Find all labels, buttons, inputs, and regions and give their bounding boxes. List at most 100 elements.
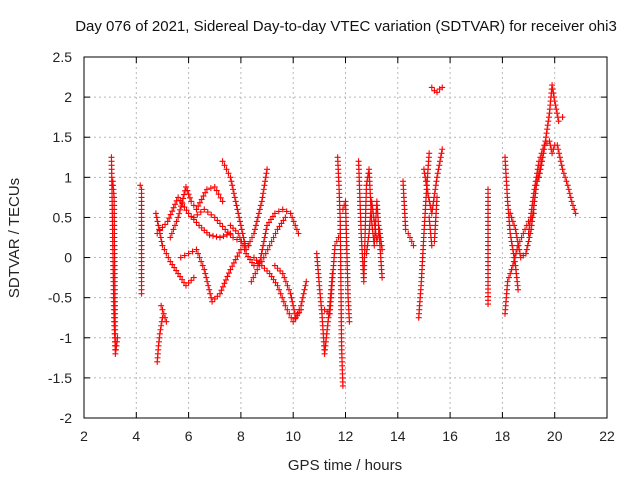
data-point — [509, 218, 516, 225]
x-tick-label: 22 — [599, 428, 615, 444]
data-point — [211, 214, 218, 221]
data-point — [292, 314, 299, 321]
data-point — [407, 234, 414, 241]
data-point — [171, 264, 178, 271]
data-point — [163, 318, 170, 325]
data-point — [434, 170, 441, 177]
data-point — [280, 217, 287, 224]
data-point — [162, 221, 169, 228]
x-axis-ticks: 2 4 6 8 10 12 14 16 18 20 22 — [80, 57, 615, 444]
data-point — [163, 250, 170, 257]
data-point — [206, 232, 213, 239]
plot-frame — [83, 56, 608, 419]
data-point — [155, 222, 162, 229]
data-point — [531, 186, 538, 193]
data-point — [225, 170, 232, 177]
data-point — [283, 208, 290, 215]
data-point — [250, 230, 257, 237]
data-point — [565, 186, 572, 193]
data-point — [379, 246, 386, 253]
y-tick-label: -0.5 — [48, 290, 72, 306]
data-point — [545, 118, 552, 125]
data-point — [167, 211, 174, 218]
data-point — [263, 170, 270, 177]
data-point — [158, 302, 165, 309]
data-point — [288, 294, 295, 301]
data-point — [241, 246, 248, 253]
data-point — [230, 259, 237, 266]
data-point — [271, 262, 278, 269]
data-point — [428, 242, 435, 249]
data-point — [248, 278, 255, 285]
data-point — [258, 198, 265, 205]
data-point — [157, 326, 164, 333]
data-point — [196, 254, 203, 261]
data-point — [270, 234, 277, 241]
data-point — [159, 306, 166, 313]
data-point — [436, 162, 443, 169]
data-point — [261, 182, 268, 189]
data-point — [254, 214, 261, 221]
data-point — [204, 278, 211, 285]
data-point — [274, 282, 281, 289]
data-point — [169, 261, 176, 268]
data-point — [525, 238, 532, 245]
data-point — [422, 178, 429, 185]
data-point — [114, 334, 121, 341]
data-point — [176, 210, 183, 217]
data-point — [203, 186, 210, 193]
data-point — [257, 254, 264, 261]
data-point — [198, 258, 205, 265]
data-point — [203, 274, 210, 281]
y-tick-label: 1.5 — [53, 129, 73, 145]
data-point — [558, 162, 565, 169]
data-point — [168, 230, 175, 237]
data-point — [239, 242, 246, 249]
data-point — [505, 274, 512, 281]
data-point — [152, 210, 159, 217]
data-point — [233, 202, 240, 209]
data-point — [276, 286, 283, 293]
data-point — [215, 191, 222, 198]
data-point — [245, 242, 252, 249]
data-point — [268, 238, 275, 245]
data-point — [536, 170, 543, 177]
data-point — [271, 210, 278, 217]
x-tick-label: 20 — [547, 428, 563, 444]
data-point — [222, 276, 229, 283]
data-point — [225, 270, 232, 277]
data-point — [541, 142, 548, 149]
data-point — [302, 282, 309, 289]
data-point — [520, 230, 527, 237]
data-point — [157, 234, 164, 241]
data-point — [282, 278, 289, 285]
data-point — [209, 298, 216, 305]
data-point — [245, 253, 252, 260]
data-point — [251, 226, 258, 233]
data-point — [264, 166, 271, 173]
data-point — [236, 234, 243, 241]
data-point — [544, 122, 551, 129]
data-point — [213, 187, 220, 194]
data-point — [402, 226, 409, 233]
data-point — [275, 208, 282, 215]
data-point — [211, 296, 218, 303]
data-point — [542, 134, 549, 141]
data-point — [284, 282, 291, 289]
data-point — [289, 298, 296, 305]
data-point — [420, 166, 427, 173]
data-point — [276, 223, 283, 230]
data-point — [219, 198, 226, 205]
data-point — [532, 182, 539, 189]
data-point — [301, 286, 308, 293]
x-tick-label: 2 — [80, 428, 88, 444]
data-point — [287, 290, 294, 297]
data-point — [217, 194, 224, 201]
data-point — [435, 166, 442, 173]
data-point — [175, 270, 182, 277]
data-point — [260, 190, 267, 197]
data-point — [556, 150, 563, 157]
data-point — [222, 226, 229, 233]
y-tick-label: 2.5 — [53, 49, 73, 65]
data-point — [532, 178, 539, 185]
